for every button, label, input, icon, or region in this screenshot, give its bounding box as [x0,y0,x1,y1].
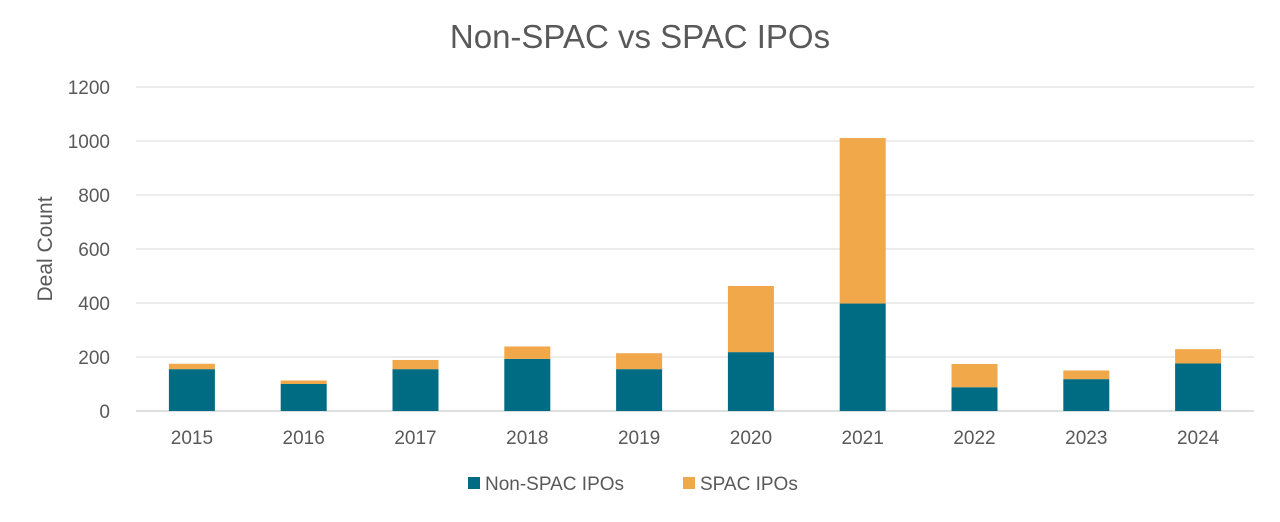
legend: Non-SPAC IPOs SPAC IPOs [468,474,798,495]
y-axis-label: Deal Count [34,196,57,301]
y-tick-label: 1200 [68,78,110,99]
bar-spac [280,380,327,384]
bar-non-spac [616,369,663,411]
legend-swatch [468,477,480,489]
y-tick-label: 1000 [68,132,110,153]
x-tick-label: 2019 [618,428,660,449]
y-tick-label: 200 [78,348,110,369]
legend-label: Non-SPAC IPOs [485,474,624,495]
bar-non-spac [392,369,439,411]
bar-spac [727,285,774,353]
bar-non-spac [280,384,327,411]
x-tick-label: 2023 [1065,428,1107,449]
bar-spac [839,138,886,304]
x-tick-label: 2018 [506,428,548,449]
bar-spac [392,359,439,370]
legend-label: SPAC IPOs [700,474,798,495]
x-tick-label: 2020 [730,428,772,449]
bar-non-spac [1175,363,1222,411]
y-tick-label: 800 [78,186,110,207]
y-tick-label: 0 [99,402,110,423]
bar-non-spac [504,358,551,411]
bar-non-spac [839,303,886,411]
legend-swatch [683,477,695,489]
x-tick-label: 2017 [394,428,436,449]
y-axis-ticks: 0 200 400 600 800 1000 1200 [68,78,110,423]
gridlines [136,86,1254,412]
bar-non-spac [727,352,774,411]
bar-spac [951,364,998,388]
x-tick-label: 2015 [171,428,213,449]
bar-spac [1175,349,1222,364]
x-axis-ticks: 2015 2016 2017 2018 2019 2020 2021 2022 2023 2024 [171,428,1220,449]
bar-spac [616,353,663,370]
chart-title: Non-SPAC vs SPAC IPOs [450,18,830,55]
bar-spac [168,363,215,370]
x-tick-label: 2021 [842,428,884,449]
bar-non-spac [951,387,998,411]
bars [168,138,1222,411]
y-tick-label: 600 [78,240,110,261]
bar-non-spac [168,369,215,411]
x-tick-label: 2016 [283,428,325,449]
y-tick-label: 400 [78,294,110,315]
x-tick-label: 2022 [953,428,995,449]
bar-spac [504,346,551,359]
bar-non-spac [1063,379,1110,411]
x-tick-label: 2024 [1177,428,1220,449]
bar-spac [1063,370,1110,380]
